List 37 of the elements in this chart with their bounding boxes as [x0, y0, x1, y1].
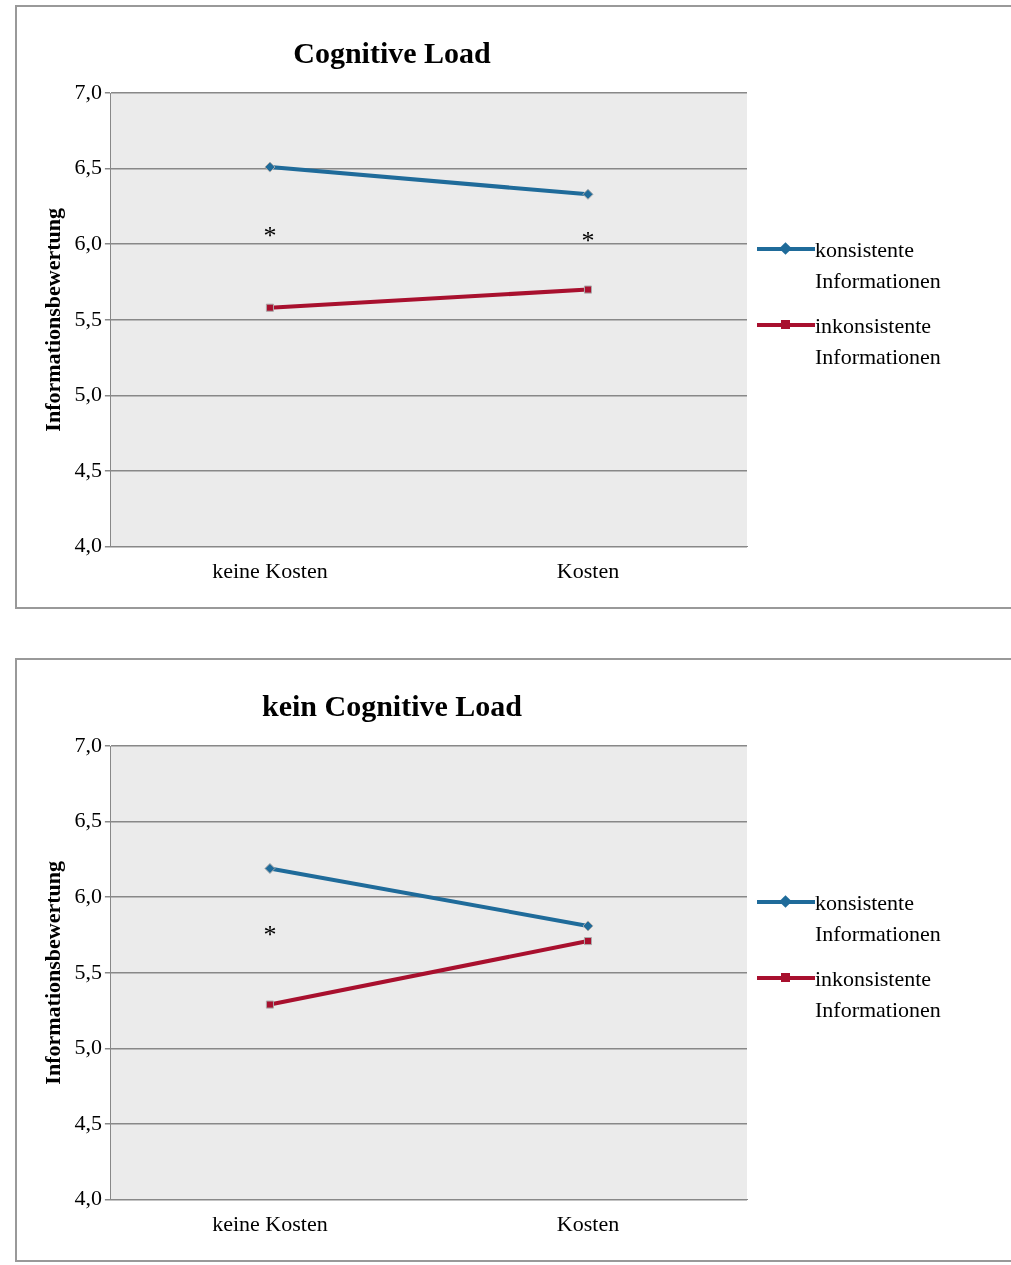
legend-label: inkonsistente Informationen	[815, 312, 942, 371]
chart-title: Cognitive Load	[293, 35, 492, 69]
y-tick-label: 7,0	[74, 78, 102, 104]
annotation: *	[581, 225, 595, 255]
legend-label: konsistente Informationen	[815, 889, 942, 948]
x-tick-label: keine Kosten	[212, 557, 328, 583]
y-axis-title: Informationsbewertung	[39, 207, 65, 432]
annotation: *	[263, 221, 277, 251]
y-tick-label: 4,0	[74, 1185, 102, 1211]
legend-label: konsistente Informationen	[815, 236, 942, 295]
y-axis-title: Informationsbewertung	[39, 860, 65, 1085]
point	[582, 920, 594, 932]
y-tick-label: 6,5	[74, 807, 102, 833]
point	[582, 188, 594, 200]
y-tick-label: 5,5	[74, 958, 102, 984]
y-tick-label: 6,0	[74, 229, 102, 255]
y-tick-label: 5,5	[74, 305, 102, 331]
x-tick-label: keine Kosten	[212, 1210, 328, 1236]
y-tick-label: 4,0	[74, 532, 102, 558]
annotation: *	[263, 920, 277, 950]
point	[583, 285, 593, 294]
x-tick-label: Kosten	[556, 1210, 620, 1236]
y-tick-label: 7,0	[74, 731, 102, 757]
point	[583, 937, 593, 946]
y-tick-label: 5,0	[74, 1034, 102, 1060]
point	[264, 161, 276, 173]
y-tick-label: 4,5	[74, 1109, 102, 1135]
point	[264, 862, 276, 874]
x-tick-label: Kosten	[556, 557, 620, 583]
y-tick-label: 6,5	[74, 154, 102, 180]
point	[265, 1000, 274, 1009]
y-tick-label: 5,0	[74, 381, 102, 407]
y-tick-label: 4,5	[74, 456, 102, 482]
y-tick-label: 6,0	[74, 882, 102, 908]
chart-title: kein Cognitive Load	[261, 688, 523, 722]
point	[265, 303, 274, 312]
legend-label: inkonsistente Informationen	[815, 965, 942, 1024]
